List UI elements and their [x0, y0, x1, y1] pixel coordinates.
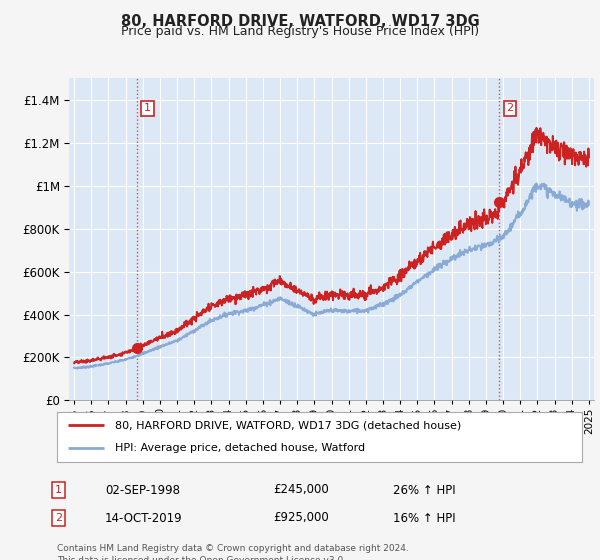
Text: 16% ↑ HPI: 16% ↑ HPI: [393, 511, 455, 525]
Text: 80, HARFORD DRIVE, WATFORD, WD17 3DG: 80, HARFORD DRIVE, WATFORD, WD17 3DG: [121, 14, 479, 29]
Text: 02-SEP-1998: 02-SEP-1998: [105, 483, 180, 497]
Text: 2: 2: [55, 513, 62, 523]
Text: 1: 1: [144, 104, 151, 114]
Text: 1: 1: [55, 485, 62, 495]
Text: 2: 2: [506, 104, 514, 114]
Text: 14-OCT-2019: 14-OCT-2019: [105, 511, 182, 525]
Text: HPI: Average price, detached house, Watford: HPI: Average price, detached house, Watf…: [115, 444, 365, 454]
Text: Contains HM Land Registry data © Crown copyright and database right 2024.
This d: Contains HM Land Registry data © Crown c…: [57, 544, 409, 560]
Text: 80, HARFORD DRIVE, WATFORD, WD17 3DG (detached house): 80, HARFORD DRIVE, WATFORD, WD17 3DG (de…: [115, 420, 461, 430]
Text: 26% ↑ HPI: 26% ↑ HPI: [393, 483, 455, 497]
Text: £245,000: £245,000: [273, 483, 329, 497]
Text: Price paid vs. HM Land Registry's House Price Index (HPI): Price paid vs. HM Land Registry's House …: [121, 25, 479, 38]
Text: £925,000: £925,000: [273, 511, 329, 525]
